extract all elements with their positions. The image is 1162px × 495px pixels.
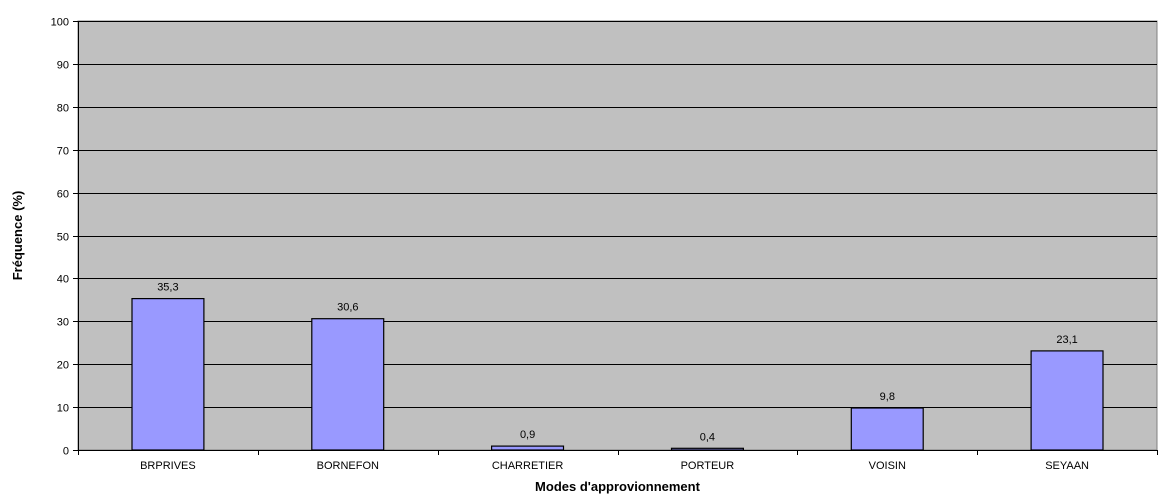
data-label-brprives: 35,3: [157, 282, 178, 294]
y-tick-label: 100: [51, 17, 69, 29]
bar-brprives: [131, 298, 205, 451]
bar-porteur: [670, 447, 745, 451]
bar-voisin: [850, 407, 924, 451]
plot-area: [77, 20, 1158, 451]
x-tick-label-brprives: BRPRIVES: [140, 460, 196, 472]
y-tick-label: 80: [57, 103, 69, 115]
x-tick-label-seyaan: SEYAAN: [1045, 460, 1089, 472]
y-tick-label: 20: [57, 360, 69, 372]
x-tick-label-charretier: CHARRETIER: [492, 460, 564, 472]
y-axis-ticks: 0 10 20 30 40 50 60 70 80 90 100: [51, 17, 78, 458]
y-tick-label: 30: [57, 317, 69, 329]
y-tick-label: 70: [57, 146, 69, 158]
y-tick-label: 40: [57, 274, 69, 286]
bar-seyaan: [1030, 350, 1104, 451]
data-label-voisin: 9,8: [880, 391, 895, 403]
x-tick-label-bornefon: BORNEFON: [317, 460, 379, 472]
x-axis-ticks: BRPRIVES BORNEFON CHARRETIER PORTEUR VOISIN S…: [78, 450, 1158, 472]
bars: [131, 298, 1104, 451]
data-label-charretier: 0,9: [520, 429, 535, 441]
y-tick-label: 0: [63, 446, 69, 458]
y-tick-label: 50: [57, 232, 69, 244]
y-tick-label: 90: [57, 60, 69, 72]
y-tick-label: 10: [57, 403, 69, 415]
x-tick-label-porteur: PORTEUR: [681, 460, 735, 472]
data-label-seyaan: 23,1: [1056, 334, 1077, 346]
y-tick-label: 60: [57, 189, 69, 201]
data-label-bornefon: 30,6: [337, 302, 358, 314]
bar-bornefon: [311, 318, 385, 451]
y-axis-title: Fréquence (%): [10, 191, 25, 281]
data-label-porteur: 0,4: [700, 431, 715, 443]
data-labels: 35,3 30,6 0,9 0,4 9,8 23,1: [157, 282, 1078, 444]
x-axis-title: Modes d'approvionnement: [535, 479, 701, 494]
bar-charretier: [491, 445, 565, 451]
x-tick-label-voisin: VOISIN: [869, 460, 906, 472]
gridlines: [78, 21, 1157, 408]
